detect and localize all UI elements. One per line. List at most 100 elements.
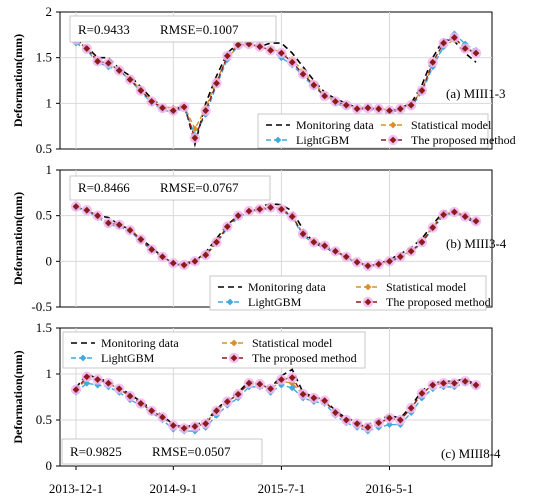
data-point — [472, 381, 480, 389]
data-point — [321, 242, 329, 250]
data-point — [105, 219, 112, 227]
panel-2: -0.5 0 0.5 1 Deformation(mm) R=0.8466 RMSE=0.0… — [11, 162, 507, 314]
data-point — [223, 398, 231, 405]
data-point — [418, 238, 426, 246]
series-the-proposed-method — [70, 32, 482, 144]
stats-r: R=0.8466 — [78, 180, 130, 195]
data-point — [267, 46, 274, 54]
data-point — [375, 419, 383, 427]
data-point — [169, 107, 177, 115]
data-point — [94, 212, 102, 220]
data-point — [472, 217, 480, 225]
data-point — [267, 204, 274, 211]
data-point — [450, 34, 458, 41]
data-point — [461, 213, 469, 220]
legend-marker — [274, 136, 282, 144]
data-point — [94, 57, 102, 65]
data-point — [126, 392, 134, 400]
data-point — [440, 211, 447, 219]
data-point — [288, 58, 296, 66]
data-point — [126, 76, 134, 83]
data-point — [115, 67, 123, 74]
panel-label: (c) MIII8-4 — [441, 446, 501, 461]
data-point — [191, 125, 199, 133]
legend-item: Monitoring data — [266, 118, 374, 132]
data-point — [375, 260, 383, 268]
stats-rmse: RMSE=0.0767 — [160, 180, 239, 195]
data-point — [429, 58, 437, 66]
data-point — [450, 379, 458, 387]
data-point — [191, 423, 199, 430]
legend-label: LightGBM — [296, 133, 350, 147]
stats-box — [69, 175, 271, 201]
data-point — [332, 247, 339, 255]
data-point — [472, 49, 480, 57]
legend-label: LightGBM — [101, 351, 155, 365]
legend-item: The proposed method — [356, 295, 491, 309]
data-point — [342, 253, 350, 261]
stats-box — [69, 15, 277, 43]
panel-label: (b) MIII3-4 — [446, 236, 507, 251]
data-point — [256, 205, 264, 213]
y-tick-label: 1 — [46, 162, 53, 177]
legend-marker — [79, 354, 87, 362]
data-point — [407, 247, 415, 255]
data-point — [202, 420, 210, 428]
legend-label: Monitoring data — [296, 118, 374, 132]
legend: Monitoring data Statistical model LightGBM… — [62, 331, 366, 369]
data-point — [461, 377, 469, 385]
data-point — [159, 413, 166, 421]
data-point — [94, 376, 102, 383]
legend-item: The proposed method — [222, 351, 357, 365]
y-tick-label: 0.5 — [36, 412, 52, 427]
legend-box — [257, 113, 489, 149]
legend-item: LightGBM — [266, 133, 350, 147]
x-tick-label: 2013-12-1 — [49, 481, 103, 496]
panel-1: 0.5 1 1.5 2 Deformation(mm) R=0.9433 RMSE=0.10… — [11, 4, 516, 156]
y-tick-label: -0.5 — [31, 299, 52, 314]
data-point — [396, 416, 404, 424]
data-point — [115, 385, 123, 393]
y-tick-label: 0 — [46, 458, 53, 473]
legend: Monitoring data Statistical model LightGBM… — [209, 275, 491, 311]
shared-x-axis: 2013-12-1 2014-9-1 2015-7-1 2016-5-1 — [49, 466, 413, 496]
data-point — [115, 221, 123, 229]
stats-r: R=0.9433 — [78, 22, 130, 37]
x-tick-label: 2016-5-1 — [366, 481, 414, 496]
data-point — [223, 223, 231, 231]
stats-rmse: RMSE=0.0507 — [152, 444, 231, 459]
data-point — [213, 238, 220, 246]
data-point — [83, 45, 91, 52]
x-tick-label: 2015-7-1 — [258, 481, 306, 496]
panel-label: (a) MIII1-3 — [446, 86, 506, 101]
data-point — [386, 414, 393, 422]
data-point — [169, 259, 177, 267]
series-line — [75, 368, 477, 429]
data-point — [256, 380, 264, 388]
data-point — [83, 206, 91, 214]
data-point — [299, 70, 307, 78]
legend-item: LightGBM — [71, 351, 155, 365]
legend-marker — [364, 283, 372, 291]
data-point — [202, 251, 210, 259]
series-lightgbm — [72, 204, 480, 271]
legend-box — [62, 331, 366, 369]
data-point — [148, 407, 156, 415]
data-point — [342, 101, 350, 109]
data-point — [72, 203, 80, 210]
legend-marker — [230, 354, 238, 362]
data-point — [332, 98, 339, 105]
series-the-proposed-method — [70, 201, 482, 272]
legend-item: Monitoring data — [218, 280, 326, 294]
data-point — [364, 262, 372, 270]
y-axis-label: Deformation(mm) — [11, 350, 25, 443]
y-axis-label: Deformation(mm) — [11, 192, 25, 285]
y-tick-label: 2 — [46, 4, 53, 19]
data-point — [353, 105, 361, 113]
data-point — [299, 230, 307, 238]
plot-frame — [59, 11, 493, 150]
data-point — [461, 45, 469, 52]
data-point — [256, 43, 264, 51]
legend-marker — [364, 298, 372, 306]
